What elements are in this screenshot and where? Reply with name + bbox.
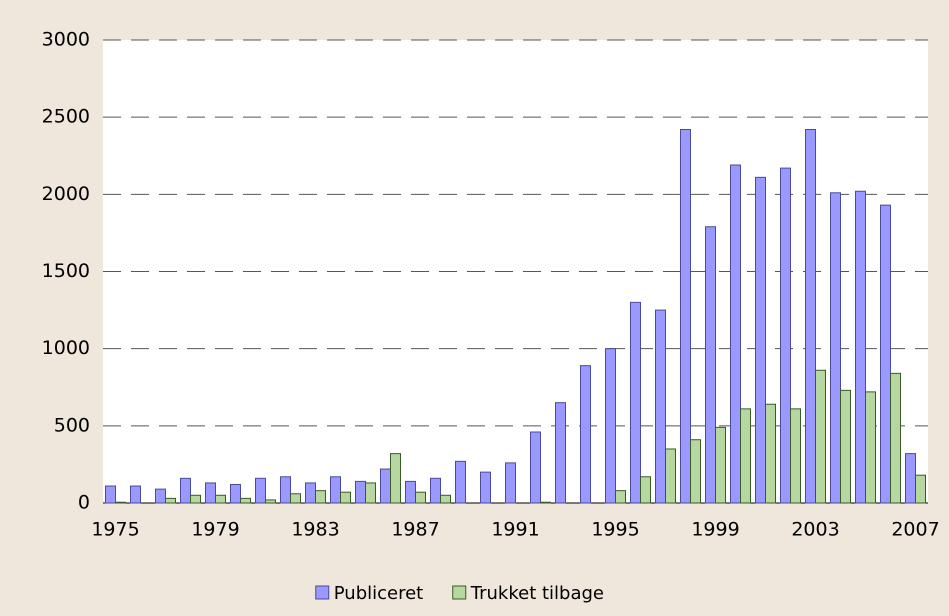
bar: [330, 476, 341, 504]
legend-label: Trukket tilbage: [470, 583, 604, 604]
bar: [615, 490, 626, 504]
bar: [865, 391, 876, 504]
bar: [155, 488, 166, 504]
bar: [855, 190, 866, 504]
bar: [540, 501, 551, 504]
y-tick-label: 0: [78, 492, 90, 514]
bar: [430, 477, 441, 504]
bar: [730, 164, 741, 504]
x-tick-label: 1979: [191, 519, 239, 541]
bar: [390, 453, 401, 504]
bar: [830, 192, 841, 504]
bar: [205, 482, 216, 504]
bar: [355, 480, 366, 504]
bar: [480, 471, 491, 504]
legend-swatch: [452, 585, 467, 600]
bar: [890, 372, 901, 504]
bar: [305, 482, 316, 504]
bar: [715, 426, 726, 504]
bar: [440, 494, 451, 504]
bar: [815, 369, 826, 504]
bar: [380, 468, 391, 504]
bar: [755, 176, 766, 504]
bar: [605, 348, 616, 504]
x-tick-label: 1995: [591, 519, 639, 541]
bar: [805, 129, 816, 504]
bar: [115, 501, 126, 504]
bar: [455, 460, 466, 504]
bar: [405, 480, 416, 504]
x-tick-label: 1991: [491, 519, 539, 541]
bar: [315, 490, 326, 504]
x-tick-label: 1987: [391, 519, 439, 541]
bar: [905, 453, 916, 504]
bar: [215, 494, 226, 504]
bar: [915, 474, 926, 504]
bar: [690, 439, 701, 504]
x-tick-label: 1999: [691, 519, 739, 541]
bar: [555, 402, 566, 504]
legend-swatch: [315, 585, 330, 600]
bar: [280, 476, 291, 504]
bar: [180, 477, 191, 504]
bar: [190, 494, 201, 504]
bar: [530, 431, 541, 504]
y-tick-label: 2000: [42, 183, 90, 205]
bar: [780, 167, 791, 504]
bar: [705, 226, 716, 504]
x-tick-label: 1983: [291, 519, 339, 541]
bar: [665, 448, 676, 504]
bar: [640, 476, 651, 504]
bar: [240, 497, 251, 504]
x-tick-label: 2007: [891, 519, 939, 541]
x-tick-label: 2003: [791, 519, 839, 541]
bar: [130, 485, 141, 504]
bar: [255, 477, 266, 504]
bar: [790, 408, 801, 504]
bar: [840, 389, 851, 504]
bar: [740, 408, 751, 504]
bar: [265, 499, 276, 504]
y-tick-label: 500: [54, 414, 90, 436]
bar: [165, 497, 176, 504]
bar: [290, 493, 301, 504]
bar: [630, 301, 641, 504]
legend-label: Publiceret: [334, 583, 423, 604]
bar: [765, 403, 776, 504]
y-tick-label: 3000: [42, 29, 90, 51]
bar: [580, 365, 591, 504]
bar: [655, 309, 666, 504]
bar: [340, 491, 351, 504]
x-tick-label: 1975: [91, 519, 139, 541]
y-tick-label: 2500: [42, 106, 90, 128]
bar: [415, 491, 426, 504]
bar: [880, 204, 891, 504]
bar: [680, 129, 691, 504]
bar: [230, 483, 241, 504]
bar: [505, 462, 516, 504]
y-tick-label: 1500: [42, 260, 90, 282]
y-tick-label: 1000: [42, 337, 90, 359]
bar: [365, 482, 376, 504]
bar: [105, 485, 116, 504]
